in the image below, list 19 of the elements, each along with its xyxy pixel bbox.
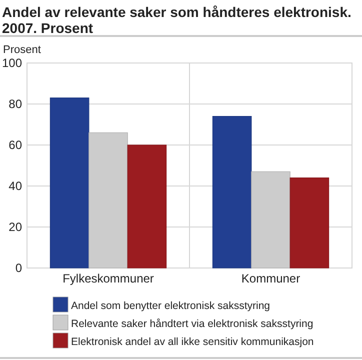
y-tick-label: 20 bbox=[8, 220, 22, 234]
y-tick-label: 40 bbox=[8, 178, 22, 193]
y-tick-label: 0 bbox=[15, 260, 22, 275]
legend-label: Andel som benytter elektronisk saksstyring bbox=[71, 300, 270, 312]
chart-title: Andel av relevante saker som håndteres elektronisk. 2007. Prosent bbox=[2, 4, 352, 36]
y-tick-label: 60 bbox=[8, 138, 22, 152]
y-tick-label: 100 bbox=[2, 56, 22, 70]
bar bbox=[50, 98, 90, 268]
bar bbox=[290, 178, 330, 268]
legend-label: Elektronisk andel av all ikke sensitiv kommunikasjon bbox=[71, 336, 314, 348]
bar bbox=[212, 116, 252, 268]
x-tick-label: Fylkeskommuner bbox=[62, 272, 154, 286]
bar bbox=[251, 171, 290, 268]
y-tick-label: 80 bbox=[8, 96, 22, 111]
bar bbox=[88, 132, 128, 268]
bar bbox=[127, 144, 167, 268]
x-tick-label: Kommuner bbox=[241, 272, 300, 286]
legend-label: Relevante saker håndtert via elektronisk saksstyring bbox=[71, 318, 314, 330]
y-axis-title: Prosent bbox=[3, 44, 41, 56]
